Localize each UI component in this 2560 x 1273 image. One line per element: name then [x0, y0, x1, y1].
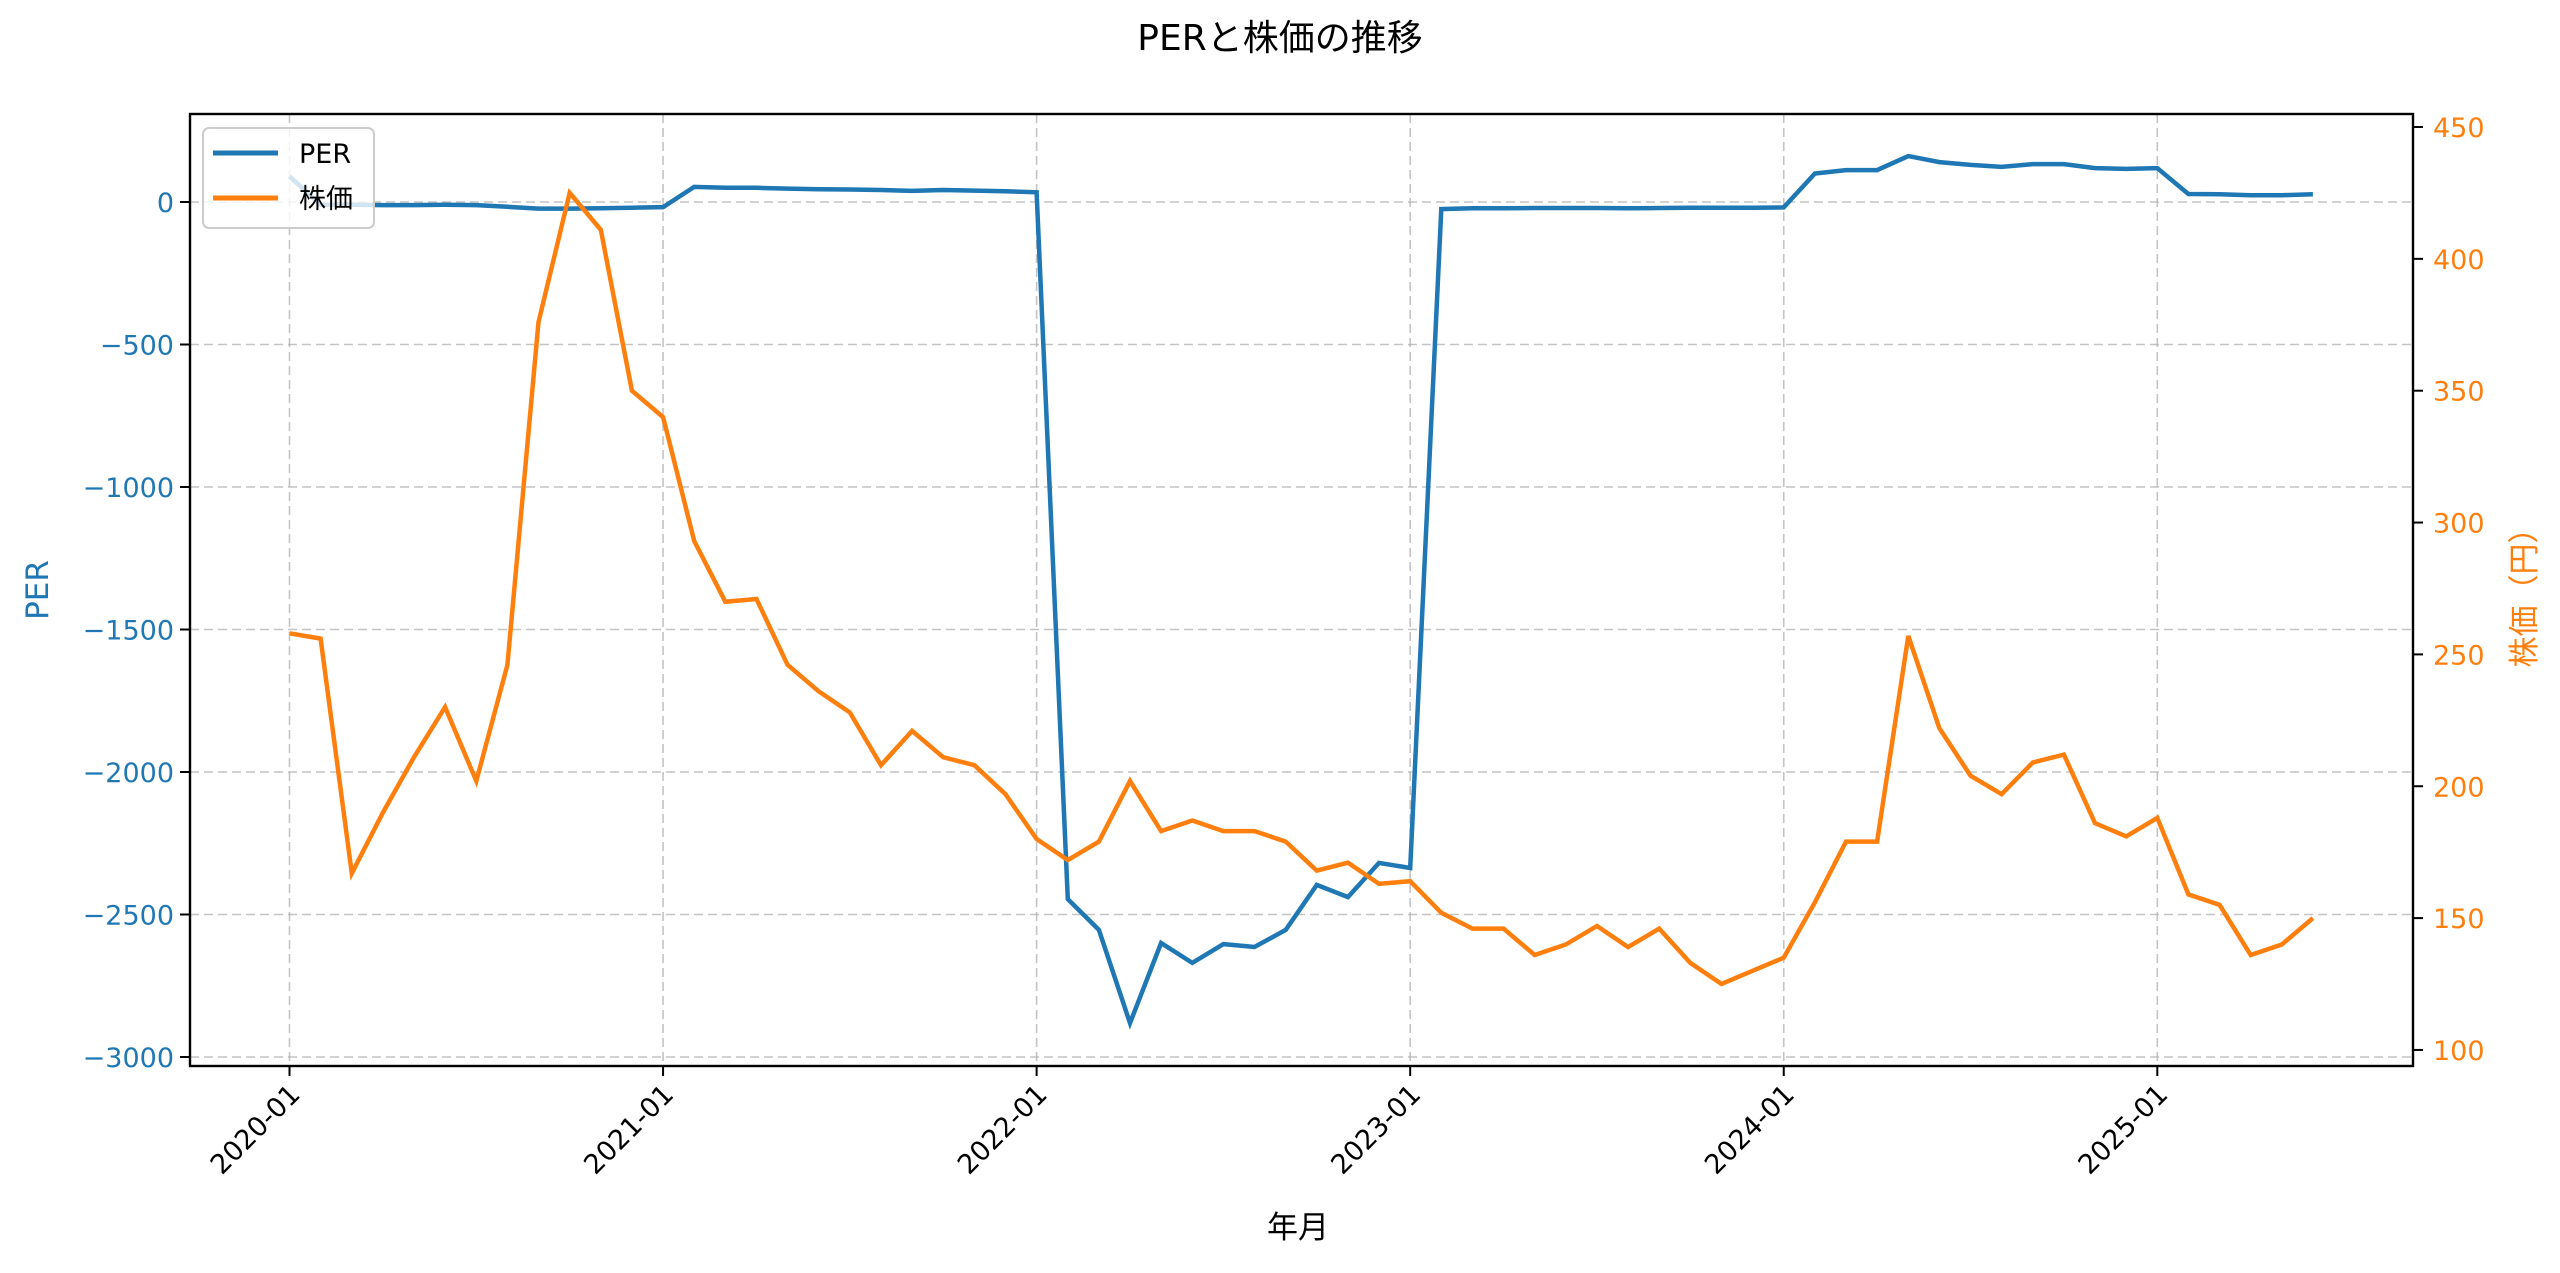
legend: PER 株価 — [202, 127, 375, 229]
left-tick-label: −1500 — [83, 616, 174, 647]
right-tick-label: 350 — [2433, 377, 2485, 408]
right-y-axis-label: 株価（円） — [2507, 513, 2543, 668]
left-y-axis: 0 −500 −1000 −1500 −2000 −2500 −3000 — [83, 188, 190, 1074]
left-tick-label: −500 — [100, 331, 174, 362]
x-tick-label: 2021-01 — [578, 1079, 680, 1181]
right-tick-label: 450 — [2433, 113, 2485, 144]
x-tick-label: 2025-01 — [2073, 1079, 2175, 1181]
right-tick-label: 400 — [2433, 245, 2485, 276]
price-line — [289, 188, 2315, 987]
right-tick-label: 100 — [2433, 1036, 2485, 1067]
data-series — [287, 153, 2315, 1030]
x-axis-label: 年月 — [1267, 1210, 1329, 1246]
legend-price-label: 株価 — [299, 184, 353, 215]
grid-lines — [190, 114, 2413, 1066]
plot-frame — [188, 112, 2415, 1068]
x-tick-label: 2022-01 — [952, 1079, 1054, 1181]
left-tick-label: −3000 — [83, 1043, 174, 1074]
right-tick-label: 250 — [2433, 640, 2485, 671]
left-tick-label: −2500 — [83, 901, 174, 932]
right-tick-label: 150 — [2433, 904, 2485, 935]
right-tick-label: 200 — [2433, 772, 2485, 803]
left-y-axis-label: PER — [20, 560, 56, 620]
x-axis: 2020-01 2021-01 2022-01 2023-01 2024-01 2025-… — [205, 1066, 2174, 1181]
left-tick-label: −2000 — [83, 758, 174, 789]
x-tick-label: 2024-01 — [1699, 1079, 1801, 1181]
left-tick-label: −1000 — [83, 473, 174, 504]
per-line — [287, 153, 2313, 1030]
x-tick-label: 2020-01 — [205, 1079, 307, 1181]
right-tick-label: 300 — [2433, 509, 2485, 540]
left-tick-label: 0 — [157, 188, 174, 219]
chart-title: PERと株価の推移 — [1137, 18, 1422, 59]
legend-per-label: PER — [299, 139, 351, 170]
x-tick-label: 2023-01 — [1325, 1079, 1427, 1181]
right-y-axis: 100 150 200 250 300 350 400 450 — [2413, 113, 2485, 1067]
